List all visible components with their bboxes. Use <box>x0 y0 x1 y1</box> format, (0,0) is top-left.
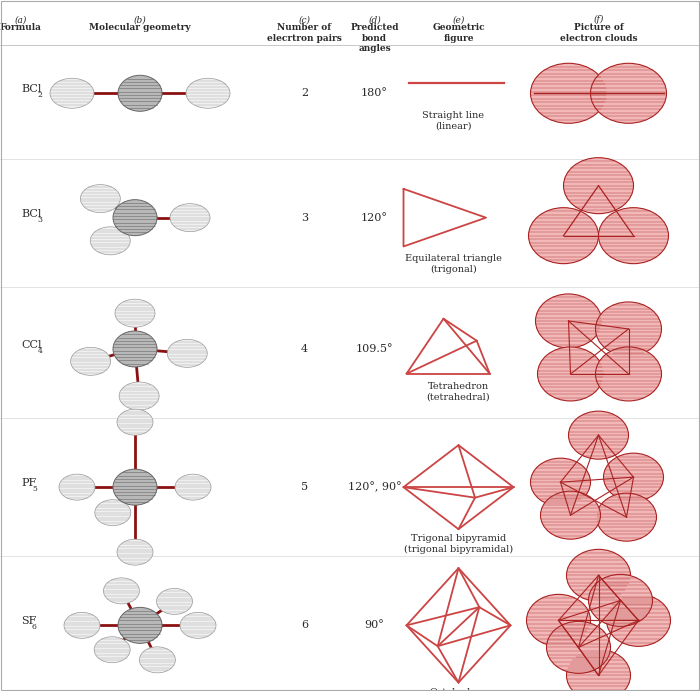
Ellipse shape <box>113 200 157 236</box>
Ellipse shape <box>115 299 155 328</box>
Ellipse shape <box>547 621 610 673</box>
Ellipse shape <box>170 204 210 231</box>
Text: 6: 6 <box>32 623 37 632</box>
Text: BCl: BCl <box>21 84 41 94</box>
Ellipse shape <box>94 500 131 526</box>
Ellipse shape <box>531 64 606 123</box>
Ellipse shape <box>180 612 216 638</box>
Ellipse shape <box>186 78 230 108</box>
Ellipse shape <box>167 339 207 368</box>
Ellipse shape <box>175 474 211 500</box>
Ellipse shape <box>64 612 100 638</box>
Ellipse shape <box>117 409 153 435</box>
Text: Geometric
figure: Geometric figure <box>432 23 485 43</box>
Ellipse shape <box>536 294 601 348</box>
Ellipse shape <box>598 208 668 264</box>
Text: Trigonal bipyramid
(trigonal bipyramidal): Trigonal bipyramid (trigonal bipyramidal… <box>404 534 513 553</box>
Ellipse shape <box>596 347 661 401</box>
Text: Predicted
bond
angles: Predicted bond angles <box>350 23 399 53</box>
Ellipse shape <box>118 75 162 111</box>
Text: 3: 3 <box>301 213 308 223</box>
Text: 120°: 120° <box>361 213 388 223</box>
Text: 4: 4 <box>301 344 308 354</box>
Text: BCl: BCl <box>21 209 41 218</box>
Ellipse shape <box>531 458 591 506</box>
Ellipse shape <box>80 184 120 213</box>
Text: Picture of
electron clouds: Picture of electron clouds <box>560 23 637 43</box>
Text: (e): (e) <box>452 15 465 24</box>
Text: Molecular geometry: Molecular geometry <box>89 23 191 32</box>
Text: 180°: 180° <box>361 88 388 98</box>
Text: 109.5°: 109.5° <box>356 344 393 354</box>
Ellipse shape <box>591 64 666 123</box>
Ellipse shape <box>113 331 157 367</box>
Text: (a): (a) <box>15 15 27 24</box>
Text: (b): (b) <box>134 15 146 24</box>
Ellipse shape <box>540 491 601 539</box>
Text: (d): (d) <box>368 15 381 24</box>
Text: 6: 6 <box>301 621 308 630</box>
Text: SF: SF <box>21 616 36 626</box>
Text: (c): (c) <box>298 15 311 24</box>
Ellipse shape <box>50 78 94 108</box>
Text: 2: 2 <box>38 91 43 100</box>
Ellipse shape <box>94 636 130 663</box>
Ellipse shape <box>118 607 162 643</box>
Ellipse shape <box>603 453 664 501</box>
Text: 120°, 90°: 120°, 90° <box>348 482 401 493</box>
Ellipse shape <box>71 348 111 375</box>
Ellipse shape <box>606 594 671 646</box>
Text: Formula: Formula <box>0 23 42 32</box>
Ellipse shape <box>104 578 139 604</box>
Ellipse shape <box>566 650 631 691</box>
Text: 90°: 90° <box>365 621 384 630</box>
Text: 3: 3 <box>38 216 43 224</box>
Text: (f): (f) <box>594 15 603 24</box>
Ellipse shape <box>589 574 652 626</box>
Text: Number of
elecrtron pairs: Number of elecrtron pairs <box>267 23 342 43</box>
Ellipse shape <box>528 208 598 264</box>
Text: Equilateral triangle
(trigonal): Equilateral triangle (trigonal) <box>405 254 502 274</box>
Ellipse shape <box>538 347 603 401</box>
Ellipse shape <box>568 411 629 459</box>
Ellipse shape <box>139 647 176 673</box>
Text: 5: 5 <box>32 485 37 493</box>
Ellipse shape <box>59 474 95 500</box>
Ellipse shape <box>566 549 631 601</box>
Ellipse shape <box>157 589 193 614</box>
Ellipse shape <box>596 302 661 356</box>
Text: 2: 2 <box>301 88 308 98</box>
Ellipse shape <box>596 493 657 541</box>
Ellipse shape <box>117 539 153 565</box>
Text: Straight line
(linear): Straight line (linear) <box>423 111 484 131</box>
Text: CCl: CCl <box>21 340 41 350</box>
Text: Tetrahedron
(tetrahedral): Tetrahedron (tetrahedral) <box>427 381 490 401</box>
Ellipse shape <box>113 469 157 505</box>
Text: 5: 5 <box>301 482 308 492</box>
Ellipse shape <box>119 382 159 410</box>
Text: 4: 4 <box>38 347 43 355</box>
Ellipse shape <box>90 227 130 255</box>
Text: PF: PF <box>21 478 36 488</box>
Ellipse shape <box>526 594 591 646</box>
Text: Octahedron
(octahedral): Octahedron (octahedral) <box>428 688 489 691</box>
Ellipse shape <box>564 158 634 214</box>
